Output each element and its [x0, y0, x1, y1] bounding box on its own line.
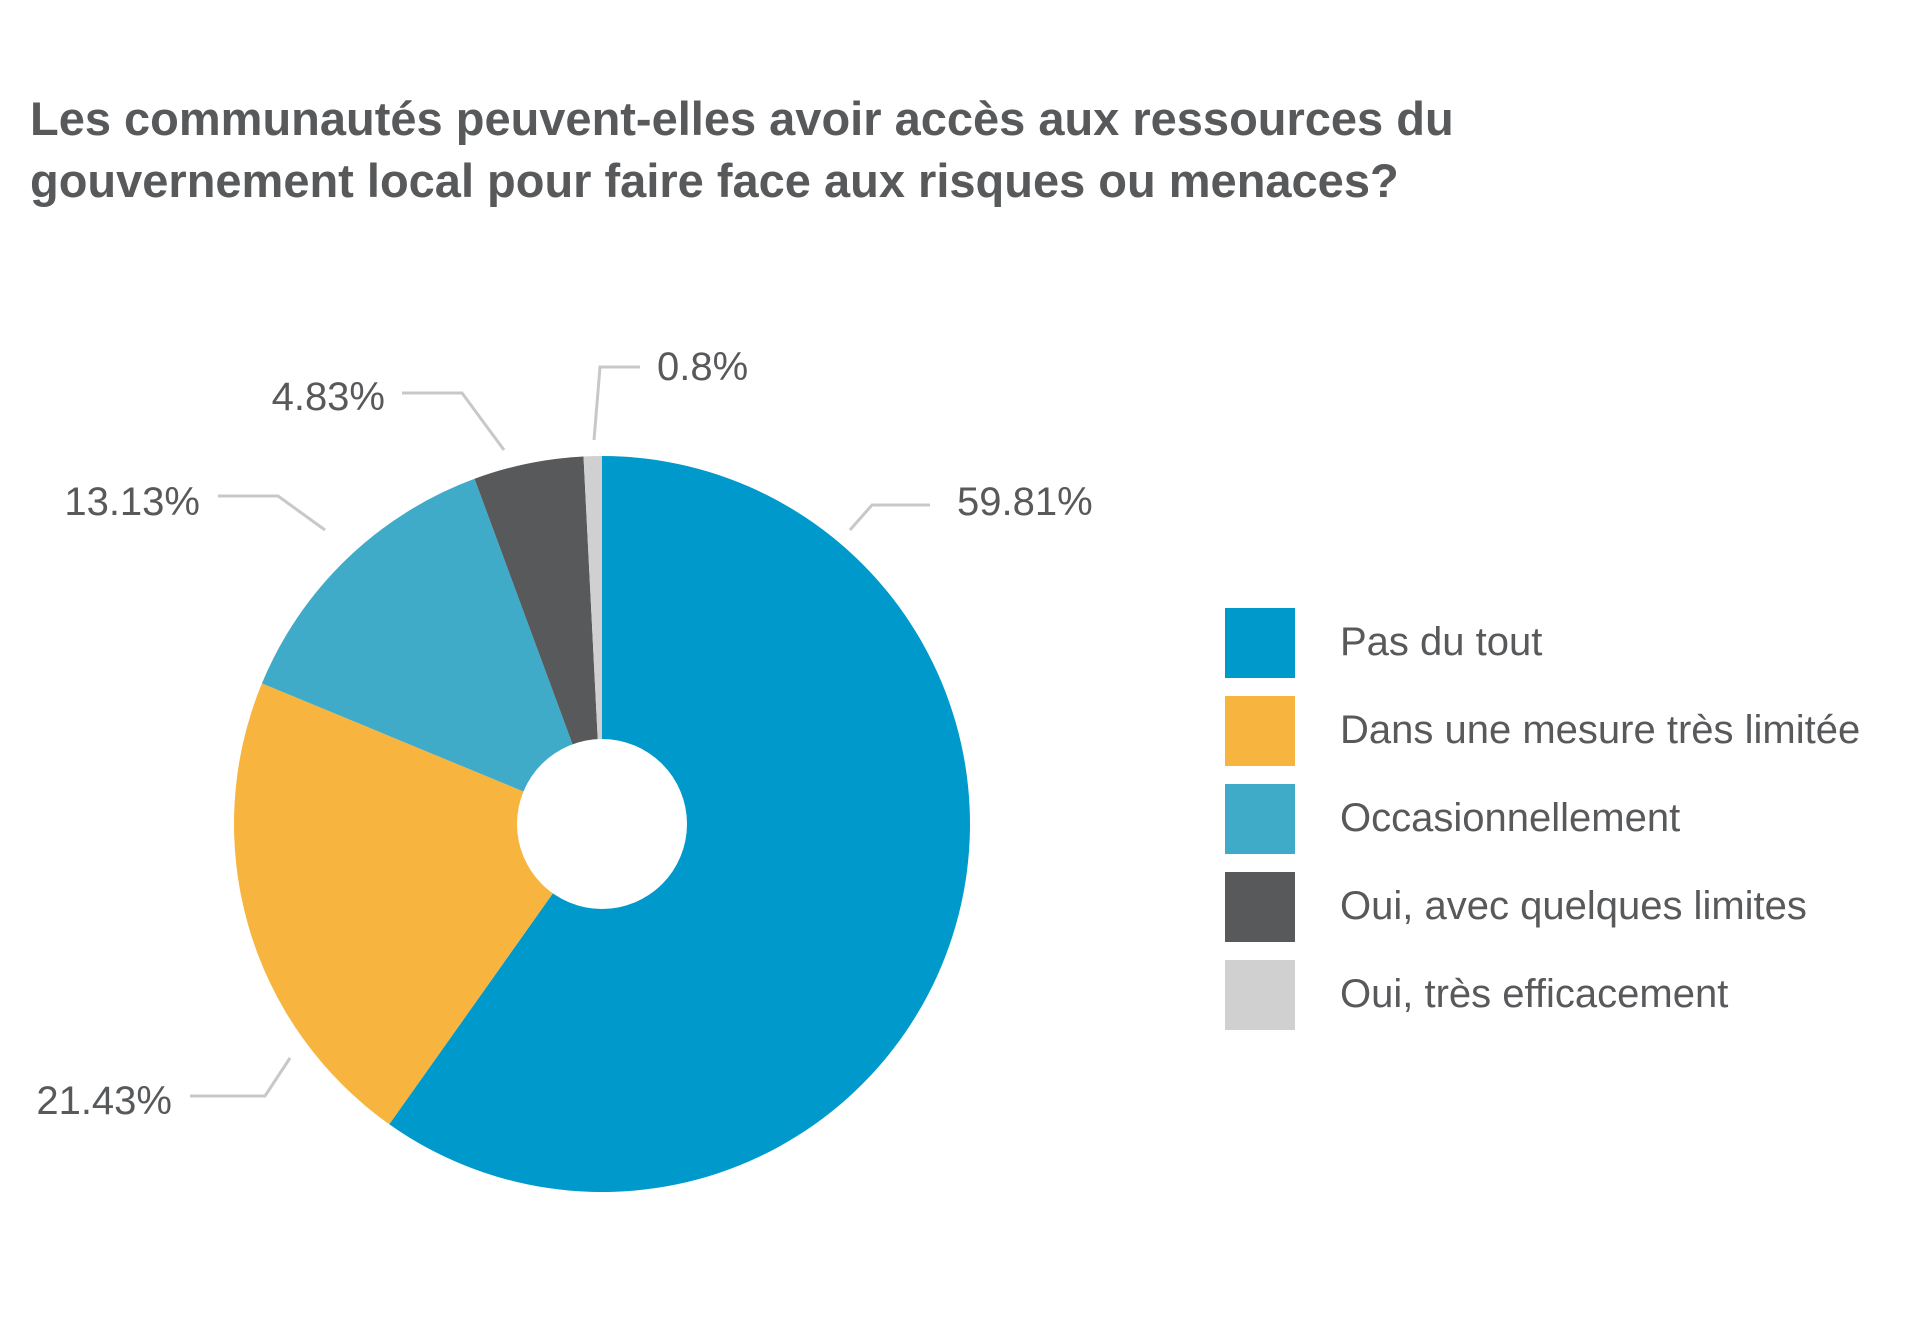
legend-label: Dans une mesure très limitée — [1340, 708, 1861, 752]
slice-occasionnellement — [261, 478, 602, 824]
slice-dans-une-mesure-tres-limitee — [233, 683, 602, 1125]
leader-line — [218, 494, 326, 532]
data-labels: 59.81% 21.43% 13.13% 4.83% 0.8% — [36, 345, 1092, 1123]
leader-line — [848, 503, 930, 531]
data-label-dans-une-mesure-tres-limitee: 21.43% — [36, 1079, 172, 1123]
legend-item-occasionnellement: Occasionnellement — [1225, 784, 1920, 854]
leader-lines — [190, 365, 930, 1098]
legend-item-oui-avec-quelques-limites: Oui, avec quelques limites — [1225, 872, 1920, 942]
data-label-oui-avec-quelques-limites: 4.83% — [272, 375, 385, 419]
legend-item-pas-du-tout: Pas du tout — [1225, 608, 1920, 678]
legend-label: Pas du tout — [1340, 620, 1543, 664]
data-label-occasionnellement: 13.13% — [64, 480, 200, 524]
legend: Pas du tout Dans une mesure très limitée… — [1225, 608, 1920, 1048]
legend-swatch — [1225, 960, 1295, 1030]
legend-swatch — [1225, 696, 1295, 766]
chart-title-line-1: Les communautés peuvent-elles avoir accè… — [30, 92, 1454, 145]
legend-swatch — [1225, 872, 1295, 942]
data-label-pas-du-tout: 59.81% — [957, 480, 1093, 524]
chart-title-line-2: gouvernement local pour faire face aux r… — [30, 154, 1399, 207]
legend-swatch — [1225, 608, 1295, 678]
legend-item-oui-tres-efficacement: Oui, très efficacement — [1225, 960, 1920, 1030]
leader-line — [402, 391, 506, 451]
legend-label: Oui, avec quelques limites — [1340, 884, 1807, 928]
chart-title: Les communautés peuvent-elles avoir accè… — [30, 88, 1730, 212]
leader-line — [190, 1057, 292, 1098]
legend-label: Oui, très efficacement — [1340, 972, 1729, 1016]
legend-item-dans-une-mesure-tres-limitee: Dans une mesure très limitée — [1225, 696, 1920, 766]
leader-line — [592, 365, 640, 441]
legend-swatch — [1225, 784, 1295, 854]
data-label-oui-tres-efficacement: 0.8% — [657, 345, 748, 389]
donut-hole — [517, 739, 687, 909]
legend-label: Occasionnellement — [1340, 796, 1681, 840]
slice-oui-avec-quelques-limites — [474, 456, 602, 824]
slice-oui-tres-efficacement — [583, 456, 602, 824]
